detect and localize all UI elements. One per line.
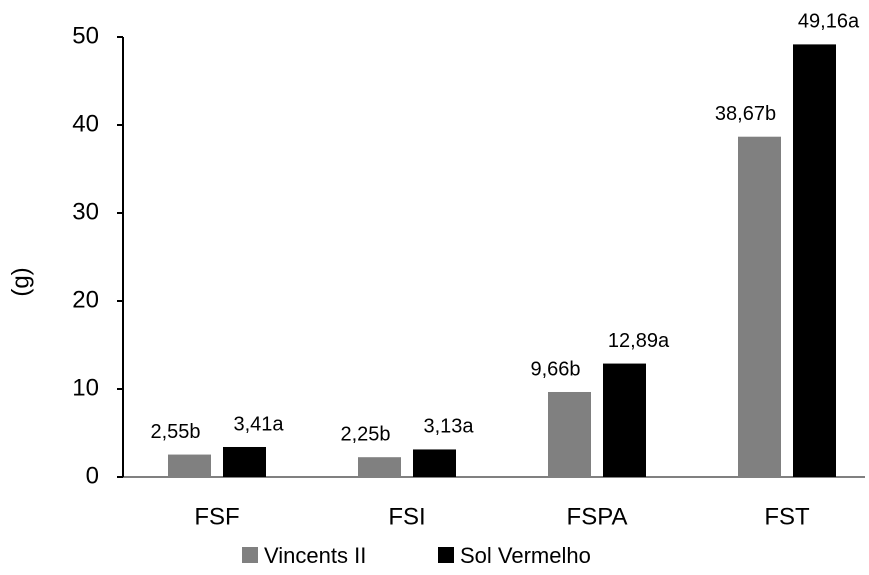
bar [738,136,781,478]
value-label: 2,55b [150,421,200,443]
value-label: 3,41a [233,413,284,435]
y-axis-label: (g) [7,267,34,296]
y-tick-label: 30 [72,198,99,225]
y-tick-label: 0 [86,462,99,489]
bar [358,457,401,477]
value-label: 9,66b [530,358,580,380]
bar [223,446,266,477]
legend-label: Vincents II [264,543,366,568]
value-label: 3,13a [423,416,474,438]
x-tick-label: FSPA [567,503,628,530]
y-tick-label: 20 [72,286,99,313]
value-label: 38,67b [715,103,776,125]
y-tick-label: 10 [72,374,99,401]
bar [793,44,836,477]
x-tick-label: FSF [194,503,239,530]
bar [548,391,591,477]
y-tick-label: 50 [72,22,99,49]
bar [168,454,211,477]
x-tick-label: FSI [388,503,425,530]
value-label: 12,89a [608,330,670,352]
legend-swatch [242,547,258,563]
y-tick-label: 40 [72,110,99,137]
value-label: 49,16a [798,11,860,33]
legend-label: Sol Vermelho [460,543,591,568]
legend-swatch [438,547,454,563]
x-tick-label: FST [764,503,810,530]
bar [603,363,646,477]
bar [413,449,456,477]
value-label: 2,25b [340,423,390,445]
